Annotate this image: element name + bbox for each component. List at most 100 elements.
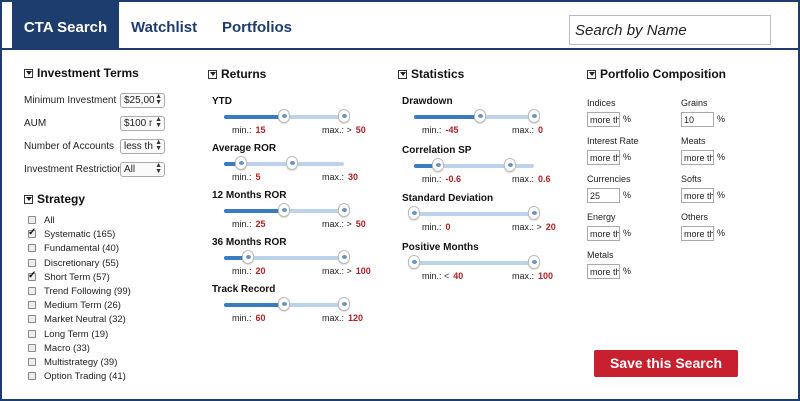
- investment-terms-heading[interactable]: Investment Terms: [24, 66, 139, 80]
- composition-input[interactable]: more th: [681, 226, 714, 241]
- slider-min-value: 20: [255, 266, 266, 276]
- slider-min-handle[interactable]: [278, 109, 290, 123]
- composition-label: Interest Rate: [587, 136, 639, 146]
- slider-max-value: 100: [355, 266, 371, 276]
- investment-restriction-select[interactable]: All ▲ ▼: [120, 162, 165, 177]
- slider-max-handle[interactable]: [338, 203, 350, 217]
- strategy-checkbox[interactable]: [28, 227, 36, 239]
- investment-terms-title: Investment Terms: [37, 66, 139, 80]
- composition-label: Currencies: [587, 174, 631, 184]
- slider-track[interactable]: [414, 212, 534, 216]
- slider-max-handle[interactable]: [528, 254, 540, 269]
- slider-min-handle[interactable]: [408, 254, 420, 269]
- slider-min-handle[interactable]: [242, 250, 254, 264]
- strategy-checkbox[interactable]: [28, 287, 36, 295]
- collapse-icon: [208, 69, 217, 79]
- strategy-label: All: [44, 215, 55, 226]
- aum-select[interactable]: $100 r ▲ ▼: [120, 116, 165, 131]
- slider-track[interactable]: [414, 163, 534, 168]
- slider-max-handle[interactable]: [338, 250, 350, 264]
- strategy-checkbox[interactable]: [28, 343, 36, 352]
- collapse-icon: [24, 68, 33, 78]
- slider-min-handle[interactable]: [408, 206, 420, 220]
- slider-track[interactable]: [414, 260, 534, 265]
- composition-input[interactable]: more th: [587, 150, 620, 165]
- slider-max-handle[interactable]: [338, 297, 350, 311]
- slider-min-readout: min.: 20: [232, 266, 266, 276]
- slider-min-handle[interactable]: [432, 157, 444, 172]
- strategy-checkbox[interactable]: [28, 301, 36, 310]
- strategy-checkbox[interactable]: [28, 329, 36, 338]
- strategy-label: Discretionary (55): [44, 257, 119, 269]
- slider-max-value: 20: [545, 222, 556, 232]
- slider-track[interactable]: [224, 256, 344, 260]
- slider-max-handle[interactable]: [338, 109, 350, 123]
- slider-max-readout: max.: 0.6: [512, 174, 551, 184]
- strategy-heading[interactable]: Strategy: [24, 192, 85, 206]
- slider-max-value: 100: [538, 270, 554, 281]
- composition-label: Others: [681, 212, 709, 222]
- tab-cta-search[interactable]: CTA Search: [12, 2, 119, 49]
- returns-title: Returns: [221, 67, 267, 81]
- strategy-checkbox[interactable]: [28, 358, 36, 366]
- slider-max-value: 0.6: [538, 173, 551, 184]
- slider-max-label: max.:: [512, 125, 535, 135]
- slider-title: Track Record: [212, 284, 276, 295]
- slider-min-readout: min.: 60: [232, 313, 266, 323]
- tab-watchlist[interactable]: Watchlist: [131, 19, 198, 36]
- num-accounts-label: Number of Accounts: [24, 141, 115, 152]
- strategy-checkbox[interactable]: [28, 244, 36, 253]
- statistics-heading[interactable]: Statistics: [398, 67, 464, 81]
- slider-title: Positive Months: [402, 241, 479, 253]
- slider-max-handle[interactable]: [504, 157, 516, 172]
- strategy-checkbox[interactable]: [28, 216, 36, 224]
- composition-input[interactable]: 10: [681, 112, 714, 127]
- collapse-icon: [24, 194, 33, 204]
- strategy-label: Medium Term (26): [44, 300, 121, 312]
- percent-sign: %: [623, 152, 632, 162]
- slider-min-readout: min.: -45: [422, 125, 459, 135]
- search-input[interactable]: Search by Name: [569, 15, 771, 45]
- returns-heading[interactable]: Returns: [208, 67, 266, 81]
- save-search-button[interactable]: Save this Search: [594, 350, 738, 377]
- portfolio-heading[interactable]: Portfolio Composition: [587, 67, 726, 81]
- num-accounts-select[interactable]: less th ▲ ▼: [120, 139, 165, 154]
- slider-title: 36 Months ROR: [212, 237, 287, 248]
- strategy-checkbox[interactable]: [28, 258, 36, 267]
- strategy-label: Option Trading (41): [44, 371, 126, 383]
- slider-range: [414, 163, 438, 168]
- min-investment-select[interactable]: $25,00 ▲ ▼: [120, 93, 165, 108]
- slider-range: [224, 115, 284, 119]
- composition-input[interactable]: more th: [587, 112, 620, 127]
- slider-min-handle[interactable]: [278, 297, 290, 311]
- slider-min-value: 25: [255, 219, 266, 229]
- strategy-checkbox[interactable]: [28, 372, 36, 381]
- percent-sign: %: [717, 114, 726, 124]
- slider-max-handle[interactable]: [528, 109, 540, 123]
- slider-max-label: max.: >: [512, 222, 542, 232]
- slider-min-handle[interactable]: [234, 156, 247, 170]
- slider-min-handle[interactable]: [474, 109, 486, 123]
- composition-input[interactable]: more th: [681, 188, 714, 203]
- slider-min-value: -0.6: [445, 173, 462, 184]
- strategy-label: Systematic (165): [44, 229, 116, 241]
- slider-max-label: max.:: [322, 172, 345, 182]
- slider-max-readout: max.: >50: [322, 125, 366, 135]
- composition-input[interactable]: 25: [587, 188, 620, 203]
- slider-max-handle[interactable]: [286, 156, 299, 170]
- slider-range: [224, 256, 248, 260]
- slider-min-value: 40: [453, 270, 464, 281]
- strategy-checkbox[interactable]: [28, 315, 36, 324]
- slider-track[interactable]: [224, 162, 344, 166]
- composition-input[interactable]: more th: [587, 226, 620, 241]
- slider-max-handle[interactable]: [528, 206, 540, 220]
- strategy-checkbox[interactable]: [28, 270, 36, 281]
- percent-sign: %: [623, 266, 632, 276]
- slider-title: YTD: [212, 96, 232, 107]
- slider-min-handle[interactable]: [278, 203, 290, 217]
- composition-input[interactable]: more th: [587, 264, 620, 279]
- slider-max-label: max.:: [512, 270, 535, 281]
- select-arrows-icon: ▲ ▼: [155, 93, 162, 106]
- tab-portfolios[interactable]: Portfolios: [222, 19, 292, 36]
- composition-input[interactable]: more th: [681, 150, 714, 165]
